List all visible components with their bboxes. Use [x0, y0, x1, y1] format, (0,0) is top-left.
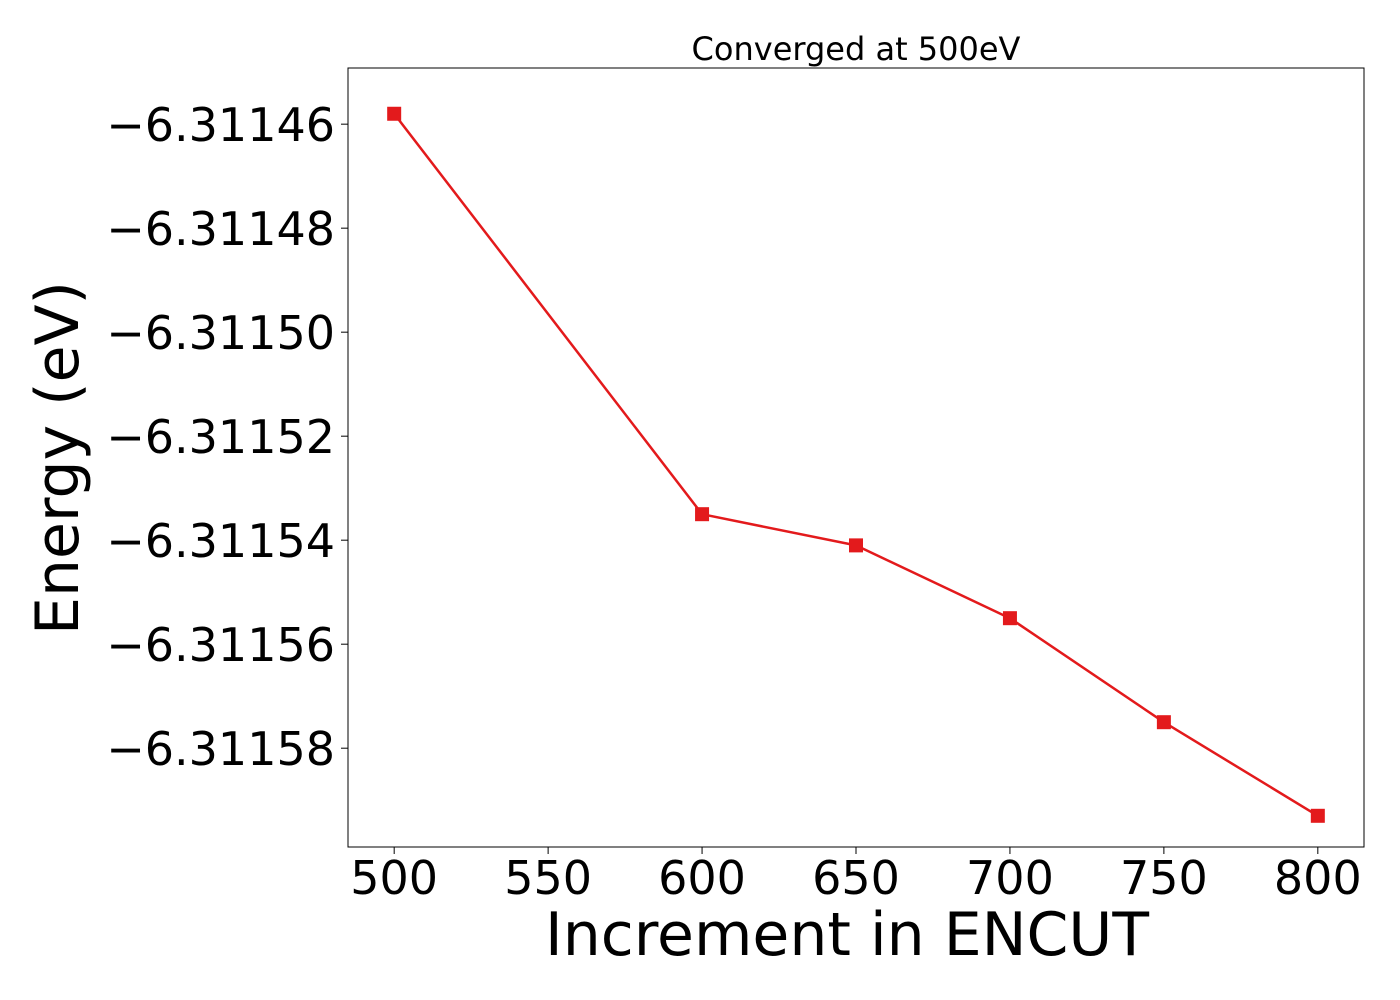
- y-tick-label: −6.31156: [106, 618, 335, 672]
- x-tick-label: 650: [812, 851, 900, 905]
- x-tick-label: 550: [504, 851, 592, 905]
- plot-area: [387, 106, 1325, 823]
- x-axis-label: Increment in ENCUT: [545, 900, 1149, 970]
- data-point: [387, 106, 402, 121]
- x-tick-label: 750: [1120, 851, 1208, 905]
- y-tick-label: −6.31148: [106, 202, 335, 256]
- data-point: [1002, 611, 1017, 626]
- series-line: [393, 113, 1319, 817]
- x-axis: 500 550 600 650 700 750 800: [350, 847, 1362, 905]
- data-point: [1310, 808, 1325, 823]
- data-point: [1156, 715, 1171, 730]
- y-axis: −6.31146 −6.31148 −6.31150 −6.31152 −6.31154…: [106, 98, 348, 776]
- plot-frame: [347, 67, 1365, 848]
- x-tick-label: 800: [1274, 851, 1362, 905]
- y-tick-label: −6.31150: [106, 306, 335, 360]
- data-point: [695, 507, 710, 522]
- x-tick-label: 600: [658, 851, 746, 905]
- data-point: [849, 538, 863, 553]
- chart-title: Converged at 500eV: [692, 30, 1021, 68]
- y-tick-label: −6.31152: [106, 410, 335, 464]
- y-tick-label: −6.31154: [106, 514, 335, 568]
- y-tick-label: −6.31146: [106, 98, 335, 152]
- x-tick-label: 500: [350, 851, 438, 905]
- x-tick-label: 700: [966, 851, 1054, 905]
- y-axis-label: Energy (eV): [23, 281, 93, 635]
- y-tick-label: −6.31158: [106, 722, 335, 776]
